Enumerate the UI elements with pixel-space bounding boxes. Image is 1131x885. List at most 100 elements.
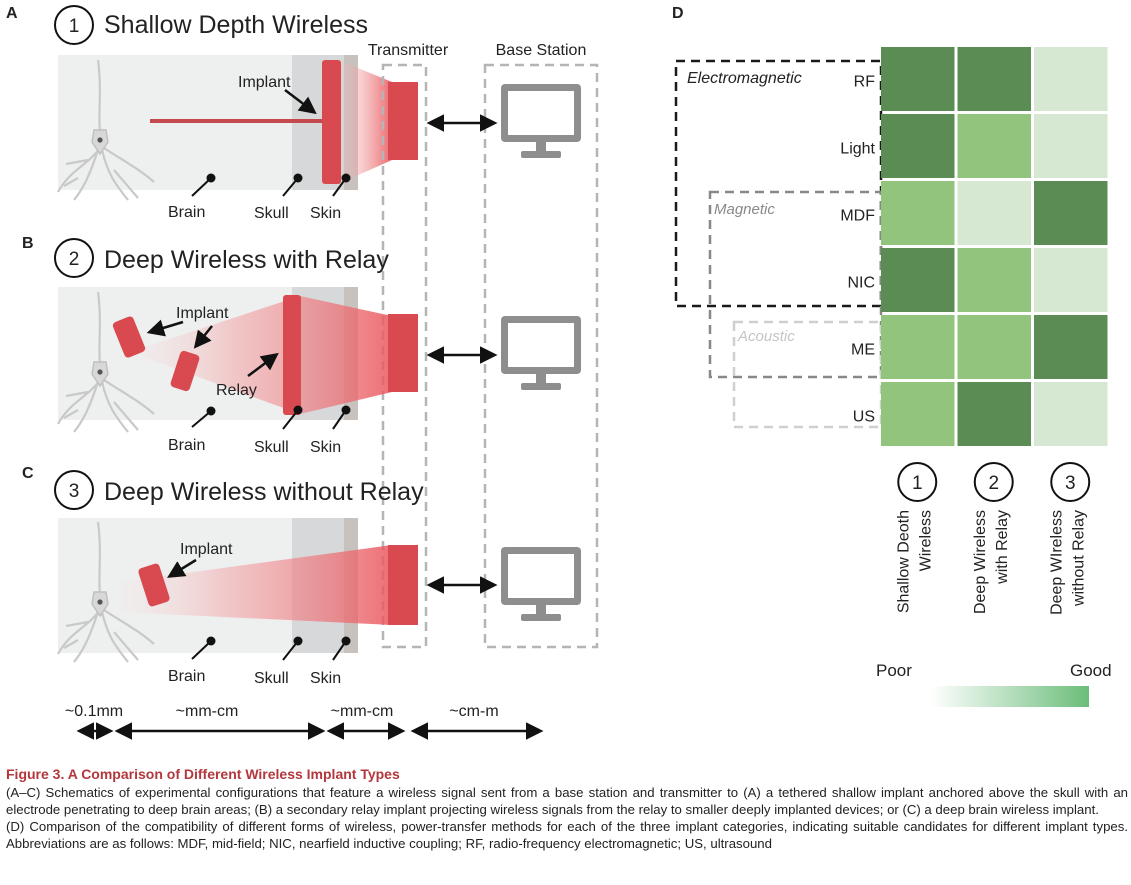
brain-pointer-a	[191, 173, 216, 197]
scale-label-2: ~mm-cm	[176, 703, 239, 720]
group-label-magnetic: Magnetic	[714, 201, 775, 218]
panel-a: A 1 Shallow Depth Wireless Transmitter B…	[6, 5, 586, 222]
panel-a-number: 1	[69, 16, 80, 37]
panel-d-letter: D	[672, 5, 684, 22]
row-label-rf: RF	[854, 74, 876, 91]
column-number-circle-3	[1050, 462, 1091, 502]
panel-d: D Electromagnetic Magnetic Acoustic RF Li…	[672, 5, 1112, 707]
skin-label-b: Skin	[310, 439, 341, 456]
relay-pointer	[247, 352, 279, 377]
skin-label-c: Skin	[310, 670, 341, 687]
relay-label: Relay	[216, 382, 257, 399]
brain-label-a: Brain	[168, 204, 205, 221]
caption-paragraph-abc: (A–C) Schematics of experimental configu…	[6, 785, 1128, 817]
implant-label-a: Implant	[238, 74, 291, 91]
base-station-monitor-a	[501, 84, 581, 158]
legend-high-label: Good	[1070, 661, 1112, 680]
column-number-circle-2	[973, 462, 1014, 502]
heatmap-cell-rf-3	[1034, 47, 1108, 111]
distance-scale: ~0.1mm ~mm-cm ~mm-cm ~cm-m	[65, 703, 544, 740]
implant-pointer-b1	[146, 319, 184, 337]
heatmap-cell-light-1	[881, 114, 955, 178]
row-label-light: Light	[840, 141, 875, 158]
row-label-mdf: MDF	[840, 208, 875, 225]
heatmap-cells	[881, 47, 1108, 446]
base-station-monitor-c	[501, 547, 581, 621]
heatmap-cell-mdf-1	[881, 181, 955, 245]
heatmap-cell-us-3	[1034, 382, 1108, 446]
caption-paragraph-d: (D) Comparison of the compatibility of d…	[6, 819, 1128, 851]
column-label-2-line2: with Relay	[994, 510, 1011, 585]
implant-label-b: Implant	[176, 305, 229, 322]
row-labels: RF Light MDF NIC ME US	[840, 74, 875, 426]
heatmap-cell-light-2	[957, 114, 1031, 178]
skull-pointer-b	[282, 405, 303, 430]
figure-caption: Figure 3. A Comparison of Different Wire…	[6, 766, 1128, 852]
panel-c: C 3 Deep Wireless without Relay Implant …	[22, 465, 424, 687]
heatmap-cell-rf-1	[881, 47, 955, 111]
skull-label-c: Skull	[254, 670, 289, 687]
heatmap-cell-me-2	[957, 315, 1031, 379]
heatmap-cell-mdf-3	[1034, 181, 1108, 245]
skull-pointer-c	[282, 636, 303, 661]
brain-pointer-c	[191, 636, 216, 660]
group-label-acoustic: Acoustic	[737, 328, 795, 345]
panel-b-title: Deep Wireless with Relay	[104, 246, 389, 274]
scale-label-1: ~0.1mm	[65, 703, 123, 720]
heatmap-cell-nic-3	[1034, 248, 1108, 312]
column-label-1-line2: Wireless	[917, 510, 934, 571]
skull-label-b: Skull	[254, 439, 289, 456]
scale-label-3: ~mm-cm	[331, 703, 394, 720]
implant-label-c: Implant	[180, 541, 233, 558]
group-box-electromagnetic	[674, 59, 883, 308]
relay-implant	[283, 295, 301, 415]
deep-implant-b1	[112, 316, 146, 358]
legend-low-label: Poor	[876, 661, 912, 680]
skin-pointer-c	[332, 636, 351, 661]
brain-label-b: Brain	[168, 437, 205, 454]
figure-3: A 1 Shallow Depth Wireless Transmitter B…	[6, 5, 1112, 740]
implant-pointer-c	[167, 558, 197, 578]
panel-a-number-circle	[54, 5, 94, 45]
signal-beam	[338, 60, 392, 184]
scale-label-4: ~cm-m	[449, 703, 498, 720]
legend-gradient-bar	[931, 686, 1089, 707]
skin-pointer-b	[332, 405, 351, 430]
row-label-us: US	[853, 409, 875, 426]
heatmap-cell-us-2	[957, 382, 1031, 446]
panel-c-number-circle	[54, 470, 94, 510]
transmitter-dashed-box	[381, 63, 428, 649]
panel-c-title: Deep Wireless without Relay	[104, 478, 424, 506]
implant-pointer	[284, 89, 317, 115]
caption-title: Figure 3. A Comparison of Different Wire…	[6, 766, 400, 782]
heatmap-cell-us-1	[881, 382, 955, 446]
implant-pointer-b2	[193, 325, 213, 349]
skin-label-a: Skin	[310, 205, 341, 222]
transmitter-c	[388, 545, 418, 625]
signal-beam-c	[120, 545, 392, 625]
panel-c-letter: C	[22, 465, 34, 482]
column-label-3-line2: without Relay	[1070, 510, 1087, 607]
column-number-3: 3	[1065, 473, 1076, 494]
heatmap-cell-nic-1	[881, 248, 955, 312]
deep-implant-b2	[170, 350, 200, 392]
transmitter-label: Transmitter	[368, 42, 449, 59]
panel-b-number-circle	[54, 238, 94, 278]
panel-a-letter: A	[6, 5, 18, 22]
group-label-electromagnetic: Electromagnetic	[687, 70, 802, 87]
panel-b-letter: B	[22, 235, 34, 252]
brain-pointer-b	[191, 406, 216, 428]
heatmap-cell-rf-2	[957, 47, 1031, 111]
base-station-monitor-b	[501, 316, 581, 390]
row-label-me: ME	[851, 342, 875, 359]
panel-a-title: Shallow Depth Wireless	[104, 11, 368, 39]
base-station-label: Base Station	[496, 42, 587, 59]
skull-pointer-a	[282, 173, 303, 197]
deep-implant-c	[138, 563, 170, 607]
implant-a	[322, 60, 341, 184]
column-number-2: 2	[988, 473, 999, 494]
heatmap-cell-mdf-2	[957, 181, 1031, 245]
column-label-2-line1: Deep Wireless	[972, 510, 989, 614]
heatmap-cell-light-3	[1034, 114, 1108, 178]
row-label-nic: NIC	[847, 275, 875, 292]
